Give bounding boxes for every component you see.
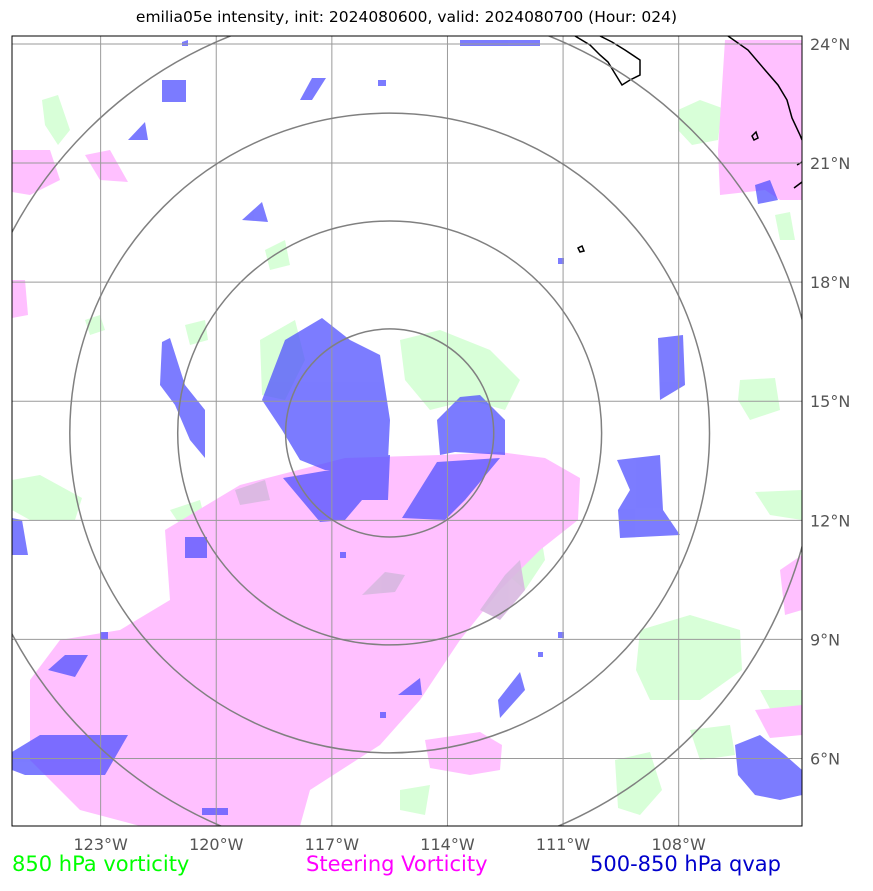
lon-tick-label: 117°W	[305, 835, 360, 854]
lon-tick-label: 123°W	[73, 835, 128, 854]
overlap-layer	[235, 480, 525, 620]
qvap-layer	[12, 40, 802, 815]
legend-850-vorticity: 850 hPa vorticity	[12, 852, 190, 876]
range-ring	[176, 220, 603, 646]
lon-tick-label: 108°W	[652, 835, 707, 854]
map-frame	[11, 35, 803, 827]
lat-tick-label: 15°N	[810, 392, 850, 411]
steering-vorticity-layer	[12, 40, 802, 826]
lat-tick-label: 18°N	[810, 273, 850, 292]
range-ring	[69, 112, 711, 754]
axis-ticks: 123°W 120°W 117°W 114°W 111°W 108°W 6°N 9°N 12°N…	[73, 35, 850, 854]
range-rings	[12, 36, 802, 826]
range-ring	[284, 328, 495, 538]
lat-tick-label: 6°N	[810, 750, 840, 769]
map-title: emilia05e intensity, init: 2024080600, v…	[135, 8, 678, 26]
lat-tick-label: 9°N	[810, 630, 840, 649]
legend-qvap: 500-850 hPa qvap	[590, 852, 781, 876]
legend-steering-vorticity: Steering Vorticity	[306, 852, 488, 876]
lat-tick-label: 12°N	[810, 511, 850, 530]
gridlines	[12, 36, 802, 826]
lat-tick-label: 24°N	[810, 35, 850, 54]
lon-tick-label: 111°W	[536, 835, 591, 854]
lon-tick-label: 114°W	[420, 835, 475, 854]
coastline	[574, 36, 802, 253]
lon-tick-label: 120°W	[189, 835, 244, 854]
lat-tick-label: 21°N	[810, 154, 850, 173]
